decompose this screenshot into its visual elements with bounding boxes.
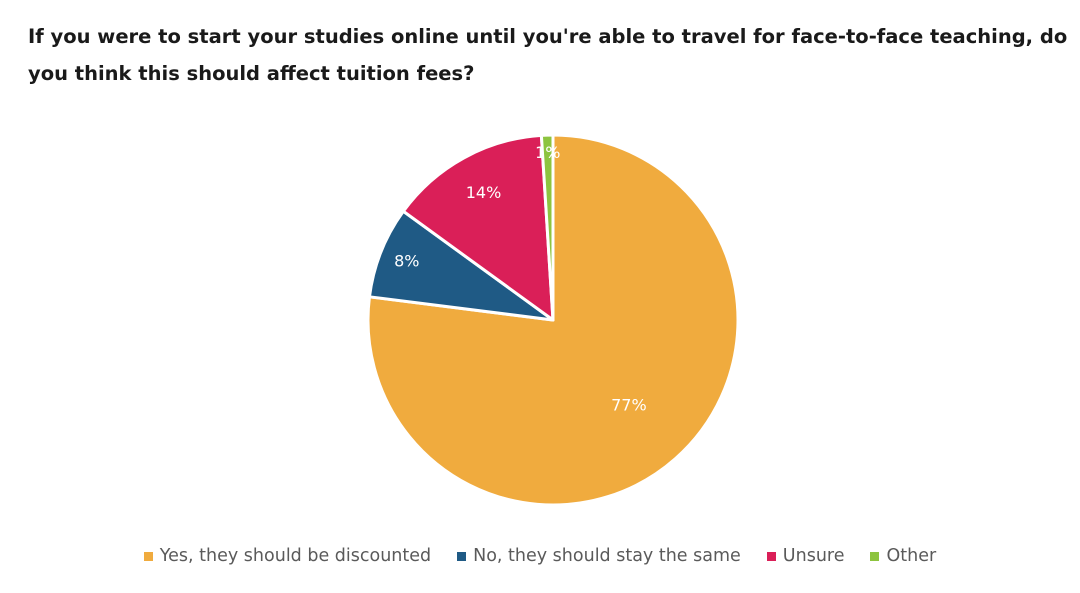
legend-item: Unsure (766, 546, 845, 566)
pie-slice-other (539, 133, 555, 322)
slice-value-label: 77% (611, 396, 647, 415)
slice-value-label: 1% (535, 143, 560, 162)
pie-slice-unsure (401, 133, 555, 322)
legend-label: Unsure (782, 546, 845, 566)
legend-label: Yes, they should be discounted (159, 546, 432, 566)
legend-item: Other (870, 546, 936, 566)
legend-swatch (870, 551, 880, 561)
pie-slice-yes-they-should-be-discounted (366, 133, 740, 507)
legend-item: No, they should stay the same (457, 546, 741, 566)
legend-item: Yes, they should be discounted (143, 546, 432, 566)
legend-swatch (457, 551, 467, 561)
slice-value-label: 8% (394, 252, 419, 271)
legend-swatch (143, 551, 153, 561)
legend-label: No, they should stay the same (473, 546, 741, 566)
legend: Yes, they should be discounted No, they s… (0, 543, 1080, 569)
pie-slice-no-they-should-stay-the-same (367, 209, 555, 322)
legend-swatch (766, 551, 776, 561)
chart-title: If you were to start your studies online… (28, 25, 1068, 85)
slice-value-label: 14% (466, 183, 502, 202)
legend-label: Other (886, 546, 937, 566)
